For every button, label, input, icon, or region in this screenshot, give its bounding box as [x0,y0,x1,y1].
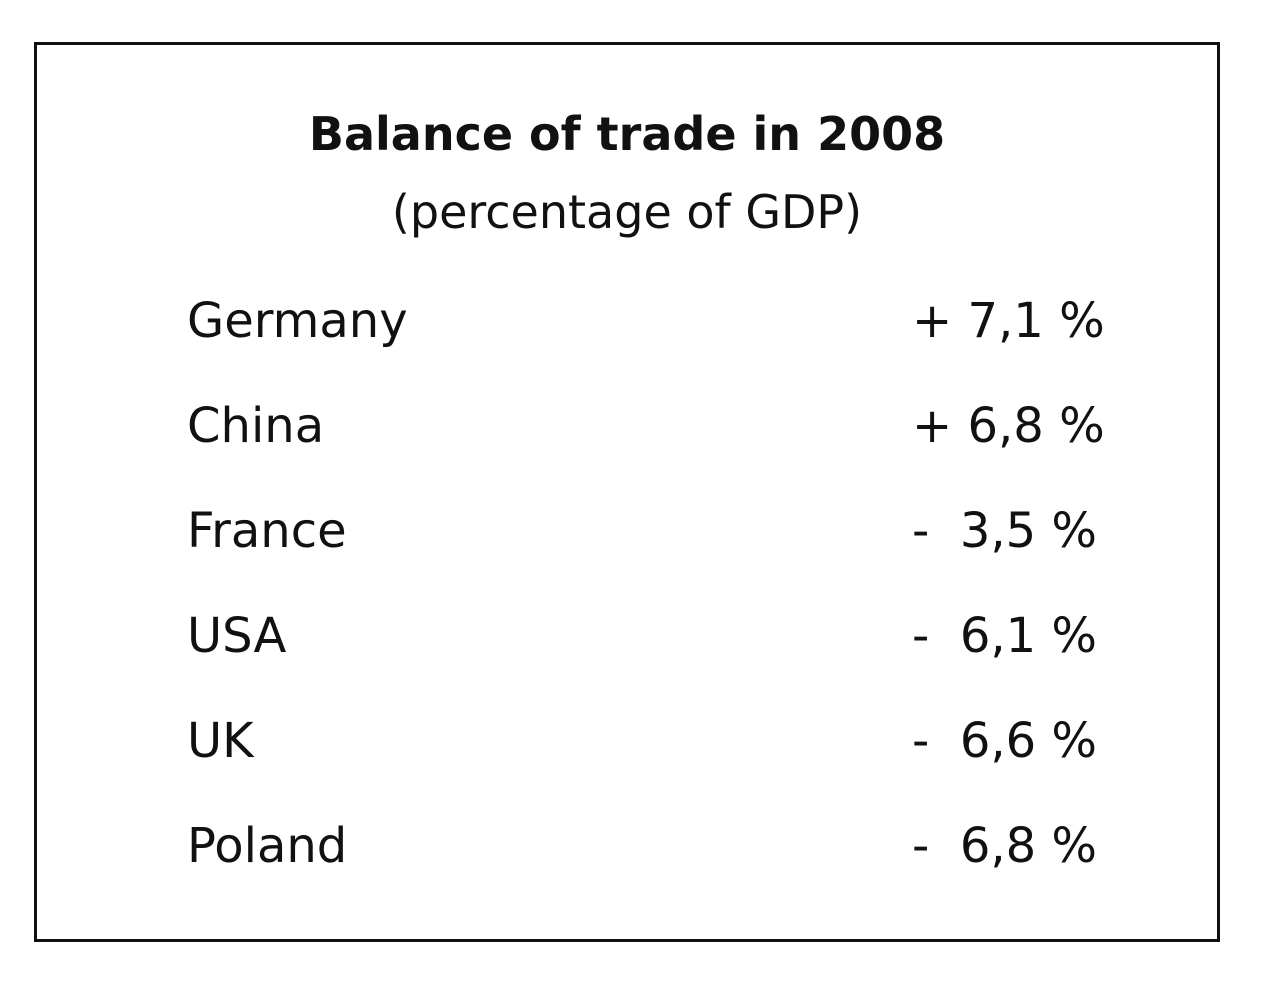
table-row: China + 6,8 % [187,398,1107,458]
table-row: UK - 6,6 % [187,713,1107,773]
value: + 7,1 % [912,293,1105,349]
country: UK [187,713,254,769]
country: China [187,398,325,454]
value: - 6,8 % [912,818,1098,874]
table-box: Balance of trade in 2008 (percentage of … [34,42,1220,942]
country: France [187,503,347,559]
country: Germany [187,293,408,349]
value: - 6,6 % [912,713,1098,769]
table-row: France - 3,5 % [187,503,1107,563]
value: + 6,8 % [912,398,1105,454]
title: Balance of trade in 2008 [308,107,946,161]
country: USA [187,608,287,664]
subtitle: (percentage of GDP) [391,185,863,239]
table-row: Germany + 7,1 % [187,293,1107,353]
value: - 6,1 % [912,608,1098,664]
table-row: Poland - 6,8 % [187,818,1107,878]
value: - 3,5 % [912,503,1098,559]
country: Poland [187,818,348,874]
table-row: USA - 6,1 % [187,608,1107,668]
